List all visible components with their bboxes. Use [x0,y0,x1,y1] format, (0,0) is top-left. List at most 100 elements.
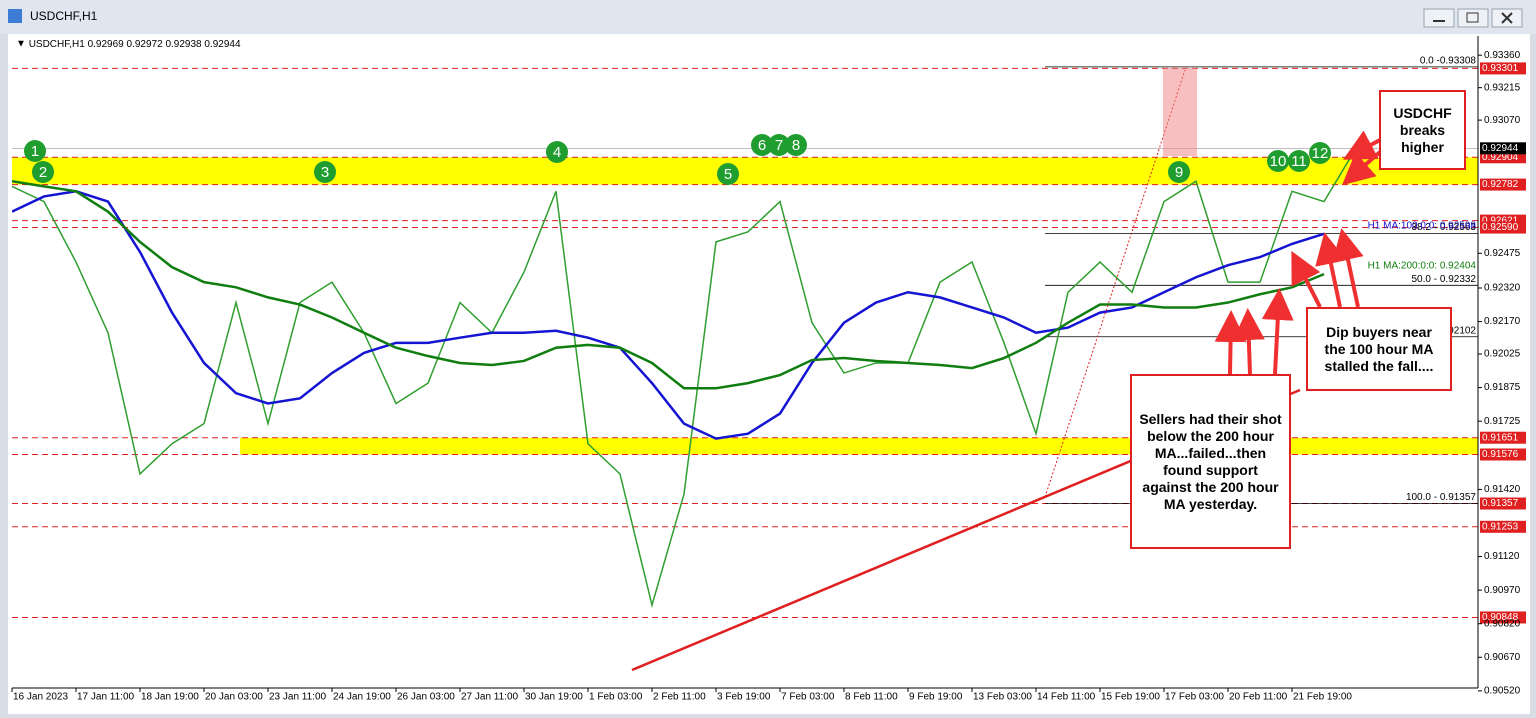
x-tick-label: 20 Jan 03:00 [205,692,263,703]
x-tick-label: 26 Jan 03:00 [397,692,455,703]
y-tick-label: 0.90520 [1484,686,1521,697]
y-tick-label: 0.93360 [1484,50,1521,61]
marker [1309,142,1331,164]
marker [546,141,568,163]
marker-label: 1 [31,143,39,160]
level-label: 0.92590 [1482,222,1519,233]
y-tick-label: 0.91725 [1484,416,1521,427]
marker-label: 4 [553,144,561,161]
moving-average-line [12,190,1325,440]
marker-label: 5 [724,166,732,183]
y-tick-label: 0.91420 [1484,484,1521,495]
marker [1168,161,1190,183]
marker-label: 6 [758,137,766,154]
arrow [1261,288,1294,375]
level-label-box [1480,611,1526,624]
low: 0.92938 [165,39,202,50]
y-tick-label: 0.90670 [1484,652,1521,663]
support-resistance-zone [12,157,1478,185]
title-bar [0,0,1536,34]
chart-header: ▼ USDCHF,H1 0.92969 0.92972 0.92938 0.92… [16,39,241,50]
x-tick-label: 2 Feb 11:00 [653,692,706,703]
x-tick-label: 9 Feb 19:00 [909,692,963,703]
x-tick-label: 3 Feb 19:00 [717,692,771,703]
window-icon [8,9,22,23]
marker-label: 8 [792,137,800,154]
arrow [1332,228,1364,308]
marker [24,140,46,162]
fib-label: 0.0 -0.93308 [1420,55,1477,66]
y-tick-label: 0.93215 [1484,82,1521,93]
fib-label: 50.0 - 0.92332 [1412,274,1477,285]
x-tick-label: 18 Jan 19:00 [141,692,199,703]
y-tick-label: 0.92025 [1484,349,1521,360]
level-label-box [1480,448,1526,461]
level-label-box [1480,497,1526,510]
x-tick-label: 20 Feb 11:00 [1229,692,1288,703]
fib-base-line [1044,69,1186,498]
series-label: H1 MA:100:0:0: 0.92598 [1368,220,1477,231]
marker-label: 3 [321,164,329,181]
marker-label: 9 [1175,164,1183,181]
x-tick-label: 17 Jan 11:00 [77,692,135,703]
level-label-box [1480,431,1526,444]
marker [751,134,773,156]
minimize-button[interactable] [1423,8,1455,28]
arrow [1214,310,1247,375]
callout: Dip buyers near the 100 hour MA stalled … [1306,307,1452,391]
level-label-box [1480,520,1526,533]
marker [314,161,336,183]
level-label: 0.91357 [1482,498,1519,509]
x-tick-label: 16 Jan 2023 [13,692,68,703]
level-label: 0.90848 [1482,612,1519,623]
level-label: 0.92904 [1482,152,1519,163]
y-tick-label: 0.90970 [1484,585,1521,596]
x-tick-label: 7 Feb 03:00 [781,692,835,703]
current-price-label: 0.92944 [1482,143,1519,154]
y-tick-label: 0.90820 [1484,618,1521,629]
symbol: USDCHF,H1 [29,39,86,50]
marker-label: 10 [1270,153,1287,170]
x-tick-label: 30 Jan 19:00 [525,692,583,703]
marker-label: 2 [39,164,47,181]
y-tick-label: 0.92170 [1484,316,1521,327]
level-label: 0.92782 [1482,179,1519,190]
series-label: H1 MA:200:0:0: 0.92404 [1368,261,1477,272]
y-tick-label: 0.92475 [1484,248,1521,259]
arrow [1341,150,1382,186]
x-tick-label: 23 Jan 11:00 [269,692,327,703]
arrow [1315,232,1347,308]
x-tick-label: 13 Feb 03:00 [973,692,1032,703]
marker [1267,150,1289,172]
x-tick-label: 14 Feb 11:00 [1037,692,1096,703]
y-tick-label: 0.92320 [1484,283,1521,294]
marker [1288,150,1310,172]
marker-label: 7 [775,137,783,154]
y-tick-label: 0.93070 [1484,115,1521,126]
level-label-box [1480,178,1526,191]
level-label-box [1480,62,1526,75]
level-label: 0.91253 [1482,521,1519,532]
open: 0.92969 [88,39,125,50]
close-icon [1501,12,1513,24]
y-tick-label: 0.91875 [1484,382,1521,393]
marker-label: 11 [1291,153,1307,170]
window-title: USDCHF,H1 [30,9,98,23]
fib-label: 100.0 - 0.91357 [1406,492,1476,503]
arrow [1291,250,1322,308]
moving-average-line [12,179,1325,390]
x-tick-label: 17 Feb 03:00 [1165,692,1224,703]
level-label: 0.91651 [1482,432,1519,443]
restore-button[interactable] [1457,8,1489,28]
level-label: 0.91576 [1482,449,1519,460]
marker [768,134,790,156]
arrow [1232,308,1265,375]
x-tick-label: 15 Feb 19:00 [1101,692,1160,703]
x-tick-label: 8 Feb 11:00 [845,692,898,703]
level-label-box [1480,221,1526,234]
fib-label: 38.2 - 0.92563 [1412,222,1477,233]
close: 0.92944 [204,39,241,50]
current-price-box [1480,142,1526,155]
